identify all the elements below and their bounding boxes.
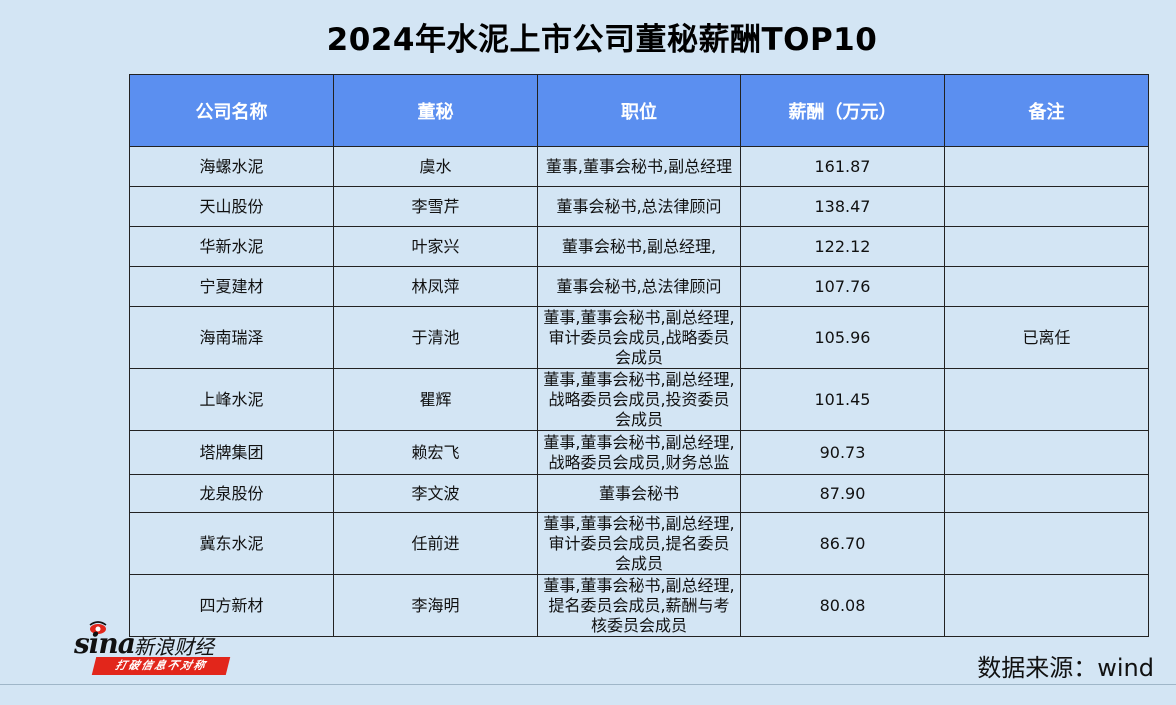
note-cell — [944, 512, 1149, 575]
table-row: 上峰水泥 瞿辉 董事,董事会秘书,副总经理, 战略委员会成员,投资委员 会成员 101.4… — [129, 368, 1149, 431]
table-row: 海南瑞泽 于清池 董事,董事会秘书,副总经理, 审计委员会成员,战略委员 会成员 105.… — [129, 306, 1149, 369]
salary-cell: 90.73 — [740, 430, 945, 475]
position-line: 核委员会成员 — [590, 615, 687, 635]
company-cell: 四方新材 — [129, 574, 334, 637]
note-cell — [944, 430, 1149, 475]
secretary-cell: 李雪芹 — [333, 186, 538, 227]
table-row: 四方新材 李海明 董事,董事会秘书,副总经理, 提名委员会成员,薪酬与考 核委员会成员 8… — [129, 574, 1149, 637]
salary-cell: 105.96 — [740, 306, 945, 369]
position-line: 董事会秘书,总法律顾问 — [556, 276, 722, 296]
secretary-cell: 李海明 — [333, 574, 538, 637]
secretary-cell: 林凤萍 — [333, 266, 538, 307]
salary-cell: 86.70 — [740, 512, 945, 575]
secretary-cell: 叶家兴 — [333, 226, 538, 267]
position-line: 董事,董事会秘书,副总经理, — [543, 575, 735, 595]
position-line: 审计委员会成员,提名委员 — [548, 533, 730, 553]
note-cell — [944, 474, 1149, 513]
position-cell: 董事,董事会秘书,副总经理, 提名委员会成员,薪酬与考 核委员会成员 — [537, 574, 741, 637]
position-cell: 董事会秘书,总法律顾问 — [537, 186, 741, 227]
company-cell: 龙泉股份 — [129, 474, 334, 513]
salary-cell: 138.47 — [740, 186, 945, 227]
position-line: 会成员 — [614, 409, 663, 429]
position-cell: 董事,董事会秘书,副总经理, 战略委员会成员,投资委员 会成员 — [537, 368, 741, 431]
table-header-row: 公司名称 董秘 职位 薪酬（万元） 备注 — [129, 74, 1149, 147]
salary-cell: 161.87 — [740, 146, 945, 187]
table-row: 华新水泥 叶家兴 董事会秘书,副总经理, 122.12 — [129, 226, 1149, 267]
position-cell: 董事会秘书,副总经理, — [537, 226, 741, 267]
position-cell: 董事,董事会秘书,副总经理, 审计委员会成员,提名委员 会成员 — [537, 512, 741, 575]
note-cell — [944, 574, 1149, 637]
position-cell: 董事会秘书 — [537, 474, 741, 513]
secretary-cell: 赖宏飞 — [333, 430, 538, 475]
note-cell — [944, 226, 1149, 267]
secretary-cell: 虞水 — [333, 146, 538, 187]
table-row: 天山股份 李雪芹 董事会秘书,总法律顾问 138.47 — [129, 186, 1149, 227]
position-line: 战略委员会成员,投资委员 — [548, 389, 730, 409]
sina-finance-logo: sina 新浪财经 打破信息不对称 — [74, 621, 234, 677]
secretary-cell: 李文波 — [333, 474, 538, 513]
table-row: 宁夏建材 林凤萍 董事会秘书,总法律顾问 107.76 — [129, 266, 1149, 307]
secretary-cell: 任前进 — [333, 512, 538, 575]
note-cell — [944, 186, 1149, 227]
logo-brand: sina — [74, 627, 136, 660]
company-cell: 海南瑞泽 — [129, 306, 334, 369]
position-cell: 董事,董事会秘书,副总经理 — [537, 146, 741, 187]
note-cell — [944, 266, 1149, 307]
company-cell: 塔牌集团 — [129, 430, 334, 475]
position-line: 会成员 — [614, 553, 663, 573]
position-line: 提名委员会成员,薪酬与考 — [548, 595, 730, 615]
salary-cell: 80.08 — [740, 574, 945, 637]
sina-eye-icon — [89, 621, 107, 634]
salary-cell: 101.45 — [740, 368, 945, 431]
position-line: 董事,董事会秘书,副总经理, — [543, 432, 735, 452]
salary-cell: 122.12 — [740, 226, 945, 267]
position-line: 董事,董事会秘书,副总经理, — [543, 307, 735, 327]
footer-divider — [0, 684, 1176, 685]
position-cell: 董事会秘书,总法律顾问 — [537, 266, 741, 307]
header-position: 职位 — [537, 74, 741, 147]
position-cell: 董事,董事会秘书,副总经理, 审计委员会成员,战略委员 会成员 — [537, 306, 741, 369]
header-note: 备注 — [944, 74, 1149, 147]
position-line: 董事,董事会秘书,副总经理, — [543, 513, 735, 533]
position-line: 董事,董事会秘书,副总经理, — [543, 369, 735, 389]
note-cell — [944, 146, 1149, 187]
position-line: 战略委员会成员,财务总监 — [548, 452, 730, 472]
header-salary: 薪酬（万元） — [740, 74, 945, 147]
company-cell: 海螺水泥 — [129, 146, 334, 187]
position-line: 董事会秘书,总法律顾问 — [556, 196, 722, 216]
logo-slogan: 打破信息不对称 — [91, 657, 231, 675]
salary-cell: 107.76 — [740, 266, 945, 307]
company-cell: 宁夏建材 — [129, 266, 334, 307]
salary-cell: 87.90 — [740, 474, 945, 513]
page-title: 2024年水泥上市公司董秘薪酬TOP10 — [326, 22, 878, 58]
position-line: 董事,董事会秘书,副总经理 — [545, 156, 733, 176]
table-row: 龙泉股份 李文波 董事会秘书 87.90 — [129, 474, 1149, 513]
header-secretary: 董秘 — [333, 74, 538, 147]
position-cell: 董事,董事会秘书,副总经理, 战略委员会成员,财务总监 — [537, 430, 741, 475]
header-company: 公司名称 — [129, 74, 334, 147]
secretary-cell: 于清池 — [333, 306, 538, 369]
secretary-cell: 瞿辉 — [333, 368, 538, 431]
company-cell: 华新水泥 — [129, 226, 334, 267]
position-line: 董事会秘书,副总经理, — [561, 236, 717, 256]
position-line: 审计委员会成员,战略委员 — [548, 327, 730, 347]
note-cell: 已离任 — [944, 306, 1149, 369]
position-line: 会成员 — [614, 347, 663, 367]
table-row: 海螺水泥 虞水 董事,董事会秘书,副总经理 161.87 — [129, 146, 1149, 187]
table-row: 塔牌集团 赖宏飞 董事,董事会秘书,副总经理, 战略委员会成员,财务总监 90.73 — [129, 430, 1149, 475]
position-line: 董事会秘书 — [598, 483, 679, 503]
note-cell — [944, 368, 1149, 431]
company-cell: 冀东水泥 — [129, 512, 334, 575]
data-source: 数据来源：wind — [977, 654, 1154, 682]
company-cell: 上峰水泥 — [129, 368, 334, 431]
company-cell: 天山股份 — [129, 186, 334, 227]
salary-table: 公司名称 董秘 职位 薪酬（万元） 备注 海螺水泥 虞水 董事,董事会秘书,副总经理… — [129, 74, 1149, 637]
table-row: 冀东水泥 任前进 董事,董事会秘书,副总经理, 审计委员会成员,提名委员 会成员 86.7… — [129, 512, 1149, 575]
logo-brand-cn: 新浪财经 — [134, 635, 214, 659]
